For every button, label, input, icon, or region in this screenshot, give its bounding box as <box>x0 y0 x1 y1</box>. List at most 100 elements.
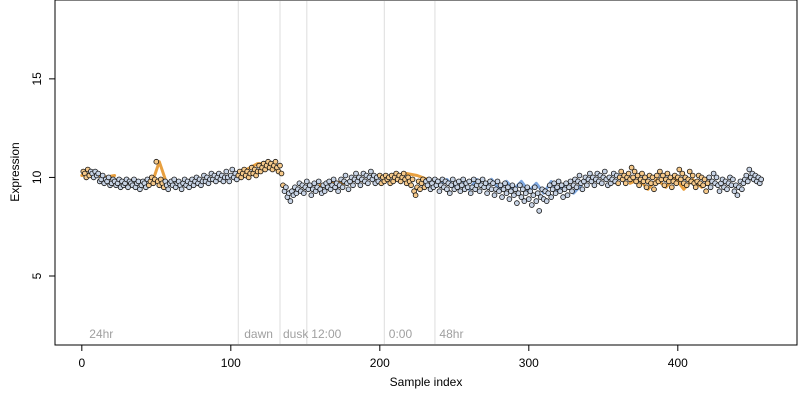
data-point <box>643 184 650 191</box>
data-point <box>446 190 453 197</box>
data-point <box>449 176 456 183</box>
data-point <box>353 170 359 177</box>
data-point <box>548 194 554 200</box>
data-point <box>746 166 753 173</box>
data-point <box>728 182 735 189</box>
data-point <box>350 182 356 189</box>
data-point <box>497 182 504 189</box>
data-point <box>470 176 477 183</box>
x-axis: 0 100 200 300 400 <box>78 345 688 370</box>
data-point <box>165 186 172 193</box>
data-point <box>466 178 473 185</box>
data-point <box>409 176 416 183</box>
x-axis-label: Sample index <box>390 375 463 389</box>
data-point <box>476 188 483 195</box>
data-point <box>564 192 571 199</box>
data-point <box>506 196 513 202</box>
x-tick-label: 400 <box>668 356 688 370</box>
data-point <box>517 182 523 189</box>
data-point <box>330 176 337 183</box>
data-point <box>171 176 178 183</box>
data-point <box>631 168 638 175</box>
data-point <box>744 178 751 185</box>
data-point <box>365 180 371 187</box>
data-point <box>701 176 708 183</box>
data-point <box>567 178 574 185</box>
data-point <box>683 182 690 189</box>
data-point <box>706 174 712 181</box>
data-point <box>584 182 590 189</box>
data-point <box>533 198 540 204</box>
data-point <box>554 184 560 191</box>
data-point <box>569 188 575 195</box>
data-point <box>661 182 668 189</box>
data-point <box>692 184 699 191</box>
data-point <box>229 166 236 173</box>
data-point <box>475 178 481 185</box>
data-point <box>573 184 580 191</box>
x-tick-label: 100 <box>221 356 241 370</box>
data-point <box>178 186 185 193</box>
data-point <box>731 188 738 195</box>
data-point <box>730 176 736 183</box>
y-tick-label: 5 <box>30 272 44 279</box>
data-point <box>303 178 310 185</box>
data-point <box>503 190 510 197</box>
annotation-label: 24hr <box>89 327 113 341</box>
data-point <box>528 202 535 208</box>
data-point <box>552 190 559 197</box>
data-point <box>622 180 629 187</box>
data-point <box>703 188 709 195</box>
data-point <box>223 168 230 175</box>
data-point <box>579 186 586 193</box>
data-point <box>95 170 101 177</box>
data-point <box>551 180 557 187</box>
data-point <box>339 184 346 191</box>
data-point <box>743 172 750 179</box>
data-point <box>508 188 514 195</box>
data-point <box>707 184 714 191</box>
data-points <box>80 158 764 214</box>
data-point <box>679 170 686 177</box>
data-point <box>482 180 489 187</box>
data-point <box>525 196 532 202</box>
data-point <box>576 172 583 179</box>
data-point <box>326 178 333 185</box>
data-point <box>500 186 507 193</box>
data-point <box>436 188 443 195</box>
data-point <box>710 170 717 177</box>
data-point <box>515 190 522 197</box>
data-point <box>484 190 490 197</box>
data-point <box>519 186 526 193</box>
data-point <box>131 176 137 183</box>
data-point <box>455 178 462 185</box>
orange-trend-line <box>151 160 167 181</box>
data-point <box>278 170 285 177</box>
data-point <box>287 198 294 204</box>
data-point <box>546 182 553 189</box>
x-tick-label: 300 <box>519 356 539 370</box>
data-point <box>454 184 461 191</box>
data-point <box>561 186 568 193</box>
data-point <box>555 178 562 185</box>
data-point <box>300 190 307 197</box>
data-point <box>673 180 680 187</box>
data-point <box>654 172 660 179</box>
data-point <box>724 186 730 193</box>
data-point <box>587 170 593 177</box>
data-point <box>125 184 131 191</box>
data-point <box>509 182 516 189</box>
annotation-label: 0:00 <box>389 327 413 341</box>
x-tick-label: 200 <box>370 356 390 370</box>
data-point <box>518 194 525 200</box>
data-point <box>689 172 696 179</box>
data-point <box>543 198 550 204</box>
data-point <box>524 184 531 191</box>
data-point <box>536 208 542 214</box>
data-point <box>153 158 160 165</box>
data-point <box>657 168 663 175</box>
data-point <box>558 182 565 189</box>
data-point <box>527 188 534 195</box>
data-point <box>648 180 654 187</box>
data-point <box>530 192 537 199</box>
